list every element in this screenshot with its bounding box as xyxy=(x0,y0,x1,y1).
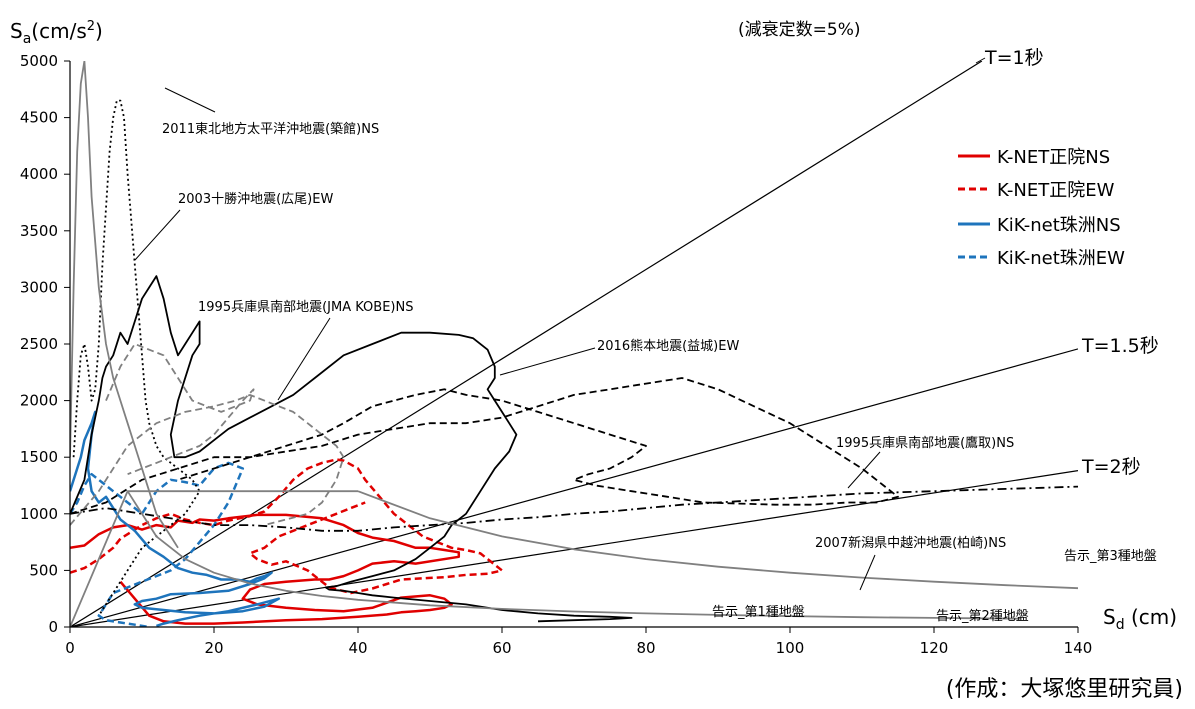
y-tick-label: 0 xyxy=(48,618,58,636)
x-tick-label: 40 xyxy=(348,639,367,657)
y-tick-label: 2000 xyxy=(20,392,58,410)
annotation-kobe: 1995兵庫県南部地震(JMA KOBE)NS xyxy=(198,299,413,315)
series-line xyxy=(72,99,201,617)
series-line xyxy=(70,485,1078,532)
y-tick-label: 1500 xyxy=(20,448,58,466)
y-ticks: 0 500 1000 1500 2000 2500 3000 3500 4000 4500 5000 xyxy=(20,52,70,636)
series-line xyxy=(105,343,255,476)
series-line xyxy=(70,61,179,549)
annotation-tokachi: 2003十勝沖地震(広尾)EW xyxy=(178,192,333,207)
y-tick-label: 500 xyxy=(29,561,58,579)
series-line xyxy=(70,461,245,627)
legend-label-knet-ew: K-NET正院EW xyxy=(997,180,1115,201)
y-tick-label: 4500 xyxy=(20,109,58,127)
series-line xyxy=(70,513,461,625)
legend-item-knet-ns: K-NET正院NS xyxy=(958,147,1110,168)
legend: K-NET正院NS K-NET正院EW KiK-net珠洲NS KiK-net珠… xyxy=(958,147,1125,269)
series-line xyxy=(126,490,1021,620)
x-tick-label: 60 xyxy=(492,639,511,657)
period-label-t15: T=1.5秒 xyxy=(1081,335,1159,357)
annotation-kumamoto: 2016熊本地震(益城)EW xyxy=(597,338,739,354)
x-tick-label: 20 xyxy=(204,639,223,657)
credit-text: (作成：大塚悠里研究員) xyxy=(945,677,1183,702)
legend-label-knet-ns: K-NET正院NS xyxy=(997,147,1110,168)
legend-label-kiknet-ew: KiK-net珠洲EW xyxy=(997,248,1125,269)
series-line xyxy=(70,377,899,515)
legend-item-knet-ew: K-NET正院EW xyxy=(958,180,1115,201)
period-line xyxy=(70,348,1078,627)
period-label-t2: T=2秒 xyxy=(1081,456,1141,478)
x-ticks: 0 20 40 60 80 100 120 140 xyxy=(65,627,1092,657)
y-tick-label: 4000 xyxy=(20,165,58,183)
period-label-t1: T=1秒 xyxy=(984,47,1044,69)
annotation-class2: 告示_第2種地盤 xyxy=(936,608,1029,624)
annotation-tohoku: 2011東北地方太平洋沖地震(築館)NS xyxy=(162,121,379,137)
series-layer xyxy=(70,61,1078,627)
x-tick-label: 0 xyxy=(65,639,75,657)
series-line xyxy=(70,410,281,627)
series-line xyxy=(357,490,1078,590)
annotation-kashiwazaki: 2007新潟県中越沖地震(柏崎)NS xyxy=(815,535,1006,551)
legend-item-kiknet-ns: KiK-net珠洲NS xyxy=(958,215,1121,236)
legend-item-kiknet-ew: KiK-net珠洲EW xyxy=(958,248,1125,269)
series-line xyxy=(70,458,504,595)
y-axis-title: Sa(cm/s2) xyxy=(10,19,103,47)
series-line xyxy=(70,490,358,627)
y-tick-label: 1000 xyxy=(20,505,58,523)
annotation-class3: 告示_第3種地盤 xyxy=(1064,548,1157,564)
x-tick-label: 120 xyxy=(920,639,949,657)
series-line xyxy=(70,275,633,623)
chart-title: (減衰定数=5%) xyxy=(738,20,860,40)
y-tick-label: 3500 xyxy=(20,222,58,240)
annotation-leaders xyxy=(134,57,986,591)
x-tick-label: 100 xyxy=(776,639,805,657)
x-tick-label: 140 xyxy=(1064,639,1093,657)
legend-label-kiknet-ns: KiK-net珠洲NS xyxy=(997,215,1121,236)
x-tick-label: 80 xyxy=(636,639,655,657)
y-tick-label: 5000 xyxy=(20,52,58,70)
period-line xyxy=(70,61,983,627)
y-tick-label: 2500 xyxy=(20,335,58,353)
annotation-class1: 告示_第1種地盤 xyxy=(712,604,805,620)
y-tick-label: 3000 xyxy=(20,278,58,296)
annotation-takatori: 1995兵庫県南部地震(鷹取)NS xyxy=(836,435,1014,451)
x-axis-title: Sd (cm) xyxy=(1103,605,1177,633)
